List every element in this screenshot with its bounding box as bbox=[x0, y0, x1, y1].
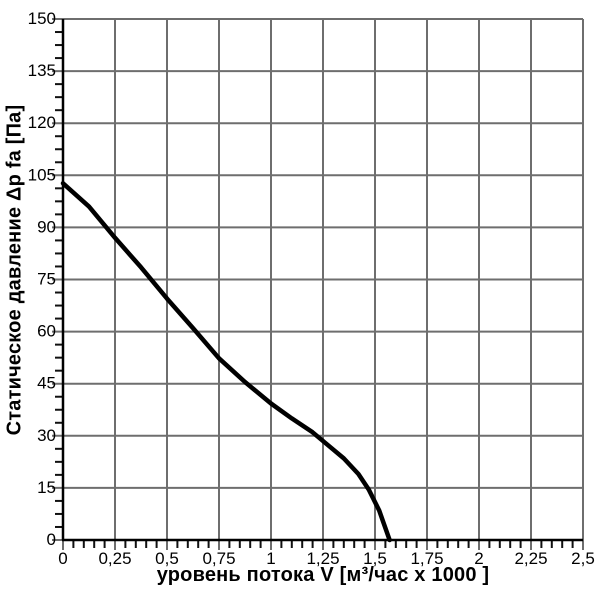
x-tick-label: 0,25 bbox=[98, 549, 131, 568]
x-tick-label: 1,5 bbox=[363, 549, 387, 568]
x-tick-label: 0,75 bbox=[202, 549, 235, 568]
x-axis-title: уровень потока V [м³/час x 1000 ] bbox=[156, 564, 490, 586]
y-tick-label: 45 bbox=[37, 374, 56, 393]
x-tick-label: 1,25 bbox=[306, 549, 339, 568]
y-tick-label: 60 bbox=[37, 322, 56, 341]
y-tick-label: 135 bbox=[28, 61, 56, 80]
y-axis-title: Статическое давление Δp fa [Па] bbox=[3, 104, 26, 436]
performance-curve bbox=[60, 181, 392, 543]
y-tick-label: 75 bbox=[37, 270, 56, 289]
y-tick-label: 15 bbox=[37, 478, 56, 497]
data-series bbox=[60, 181, 392, 543]
axes bbox=[61, 19, 583, 542]
y-tick-label: 30 bbox=[37, 426, 56, 445]
y-tick-label: 0 bbox=[47, 530, 56, 549]
y-tick-label: 120 bbox=[28, 113, 56, 132]
x-tick-label: 1 bbox=[266, 549, 275, 568]
minor-ticks bbox=[55, 31, 574, 548]
y-tick-label: 105 bbox=[28, 165, 56, 184]
y-tick-label: 150 bbox=[28, 9, 56, 28]
x-tick-label: 2 bbox=[474, 549, 483, 568]
x-tick-label: 2,5 bbox=[571, 549, 595, 568]
x-tick-label: 0 bbox=[58, 549, 67, 568]
major-grid bbox=[52, 18, 584, 550]
tick-labels: 0 0,25 0,5 0,75 1 1,25 1,5 1,75 2 2,25 2,5 0 15 30 45 6… bbox=[28, 9, 595, 568]
x-tick-label: 1,75 bbox=[410, 549, 443, 568]
y-tick-label: 90 bbox=[37, 217, 56, 236]
x-tick-label: 2,25 bbox=[514, 549, 547, 568]
x-tick-label: 0,5 bbox=[155, 549, 179, 568]
